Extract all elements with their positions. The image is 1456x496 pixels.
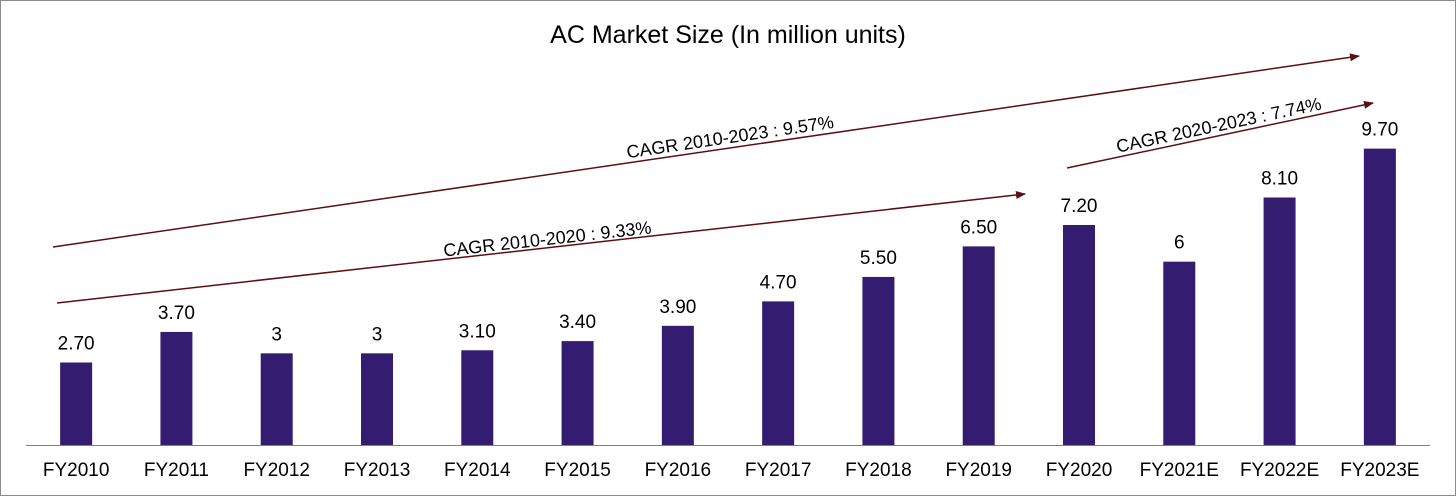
data-label-fy2011: 3.70: [158, 303, 195, 324]
chart-title: AC Market Size (In million units): [550, 21, 906, 49]
data-label-fy2021e: 6: [1174, 233, 1185, 254]
bar-fy2010: [60, 362, 93, 445]
x-tick-label-fy2012: FY2012: [243, 460, 310, 481]
bar-fy2015: [561, 341, 594, 445]
cagr-arrow-3: [1066, 100, 1374, 169]
x-tick-label-fy2017: FY2017: [745, 460, 812, 481]
x-tick-label-fy2022e: FY2022E: [1240, 460, 1319, 481]
data-label-fy2015: 3.40: [559, 312, 596, 333]
data-label-fy2012: 3: [271, 324, 282, 345]
x-tick-label-fy2023e: FY2023E: [1340, 460, 1419, 481]
bar-fy2018: [862, 276, 895, 445]
data-label-fy2010: 2.70: [58, 334, 95, 355]
bar-fy2019: [962, 246, 995, 445]
bar-fy2012: [260, 353, 293, 445]
x-tick-label-fy2014: FY2014: [444, 460, 511, 481]
bar-fy2013: [361, 353, 393, 445]
x-tick-label-fy2015: FY2015: [544, 460, 611, 481]
x-tick-label-fy2018: FY2018: [845, 460, 912, 481]
x-tick-label-fy2021e: FY2021E: [1140, 460, 1219, 481]
x-tick-label-fy2011: FY2011: [144, 460, 209, 481]
x-tick-label-fy2020: FY2020: [1046, 460, 1113, 481]
data-label-fy2013: 3: [372, 324, 383, 345]
cagr-label-2: CAGR 2010-2020 : 9.33%: [442, 217, 652, 260]
bar-fy2022e: [1263, 197, 1296, 445]
bar-fy2017: [762, 301, 795, 445]
bar-fy2021e: [1163, 261, 1196, 445]
cagr-label-3: CAGR 2020-2023 : 7.74%: [1114, 94, 1323, 157]
bar-fy2023e: [1363, 148, 1396, 445]
bar-fy2014: [461, 350, 494, 445]
cagr-arrow-2: [56, 191, 1026, 304]
data-label-fy2020: 7.20: [1061, 196, 1098, 217]
data-label-fy2019: 6.50: [960, 217, 997, 238]
data-label-fy2022e: 8.10: [1261, 169, 1298, 190]
data-label-fy2014: 3.10: [459, 321, 496, 342]
x-tick-label-fy2019: FY2019: [945, 460, 1012, 481]
data-label-fy2023e: 9.70: [1361, 120, 1398, 141]
data-label-fy2017: 4.70: [760, 272, 797, 293]
bar-fy2016: [661, 325, 694, 445]
cagr-arrow-1: [52, 53, 1360, 248]
x-tick-label-fy2016: FY2016: [645, 460, 712, 481]
bar-fy2011: [160, 331, 193, 445]
x-tick-label-fy2010: FY2010: [43, 460, 110, 481]
bar-fy2020: [1063, 225, 1095, 445]
data-label-fy2018: 5.50: [860, 248, 897, 269]
data-label-fy2016: 3.90: [659, 297, 696, 318]
x-tick-label-fy2013: FY2013: [344, 460, 411, 481]
